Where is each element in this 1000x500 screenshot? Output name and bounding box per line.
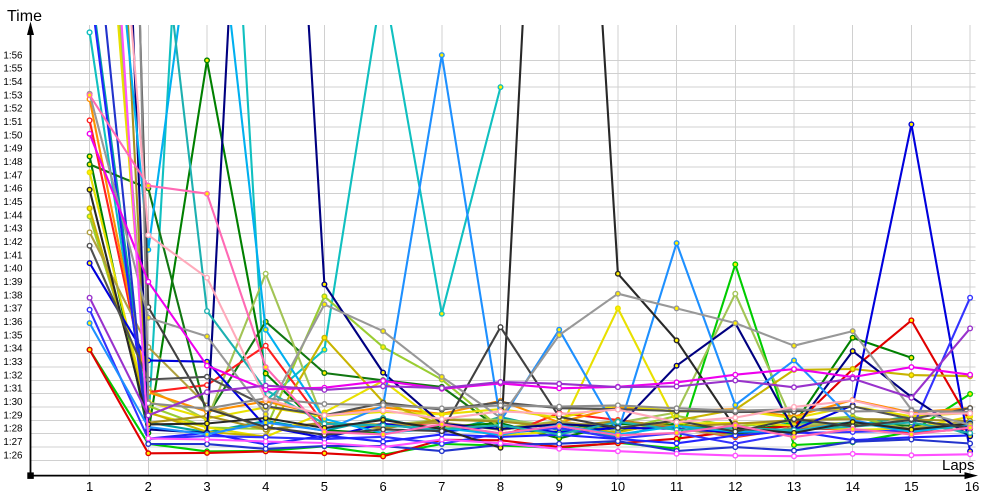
svg-text:1:35: 1:35: [3, 330, 23, 341]
svg-text:8: 8: [497, 479, 504, 494]
svg-text:1:32: 1:32: [3, 370, 22, 381]
svg-text:1:28: 1:28: [3, 424, 23, 435]
svg-text:1:42: 1:42: [3, 237, 22, 248]
svg-text:1:45: 1:45: [3, 197, 23, 208]
svg-text:1:54: 1:54: [3, 77, 23, 88]
svg-text:1:26: 1:26: [3, 450, 23, 461]
svg-text:1:55: 1:55: [3, 64, 23, 75]
svg-text:1:49: 1:49: [3, 144, 22, 155]
svg-text:1:47: 1:47: [3, 170, 22, 181]
svg-text:1:31: 1:31: [3, 384, 22, 395]
svg-text:1:34: 1:34: [3, 344, 23, 355]
svg-text:9: 9: [556, 479, 563, 494]
svg-text:1:41: 1:41: [3, 250, 22, 261]
svg-text:1:30: 1:30: [3, 397, 23, 408]
svg-text:11: 11: [670, 479, 684, 494]
svg-text:1:50: 1:50: [3, 130, 23, 141]
svg-text:14: 14: [845, 479, 859, 494]
svg-text:1:38: 1:38: [3, 290, 23, 301]
svg-text:1:36: 1:36: [3, 317, 23, 328]
svg-text:Laps: Laps: [942, 457, 975, 474]
svg-text:7: 7: [438, 479, 445, 494]
svg-text:13: 13: [787, 479, 801, 494]
svg-text:1:52: 1:52: [3, 104, 22, 115]
svg-text:1:37: 1:37: [3, 304, 22, 315]
svg-text:6: 6: [379, 479, 386, 494]
svg-text:2: 2: [145, 479, 152, 494]
svg-text:5: 5: [321, 479, 328, 494]
svg-text:1:29: 1:29: [3, 410, 22, 421]
svg-text:1:33: 1:33: [3, 357, 23, 368]
svg-text:1:43: 1:43: [3, 224, 23, 235]
svg-text:1:46: 1:46: [3, 184, 23, 195]
svg-text:16: 16: [965, 479, 979, 494]
svg-text:1: 1: [86, 479, 93, 494]
svg-text:12: 12: [728, 479, 742, 494]
svg-text:Time: Time: [7, 8, 42, 25]
svg-text:10: 10: [611, 479, 625, 494]
svg-text:15: 15: [904, 479, 918, 494]
svg-text:1:44: 1:44: [3, 210, 23, 221]
svg-text:1:51: 1:51: [3, 117, 22, 128]
svg-text:1:40: 1:40: [3, 264, 23, 275]
svg-text:1:39: 1:39: [3, 277, 22, 288]
svg-text:1:48: 1:48: [3, 157, 23, 168]
svg-text:3: 3: [203, 479, 210, 494]
svg-text:1:53: 1:53: [3, 90, 23, 101]
svg-text:1:27: 1:27: [3, 437, 22, 448]
svg-text:4: 4: [262, 479, 269, 494]
svg-text:1:56: 1:56: [3, 50, 23, 61]
